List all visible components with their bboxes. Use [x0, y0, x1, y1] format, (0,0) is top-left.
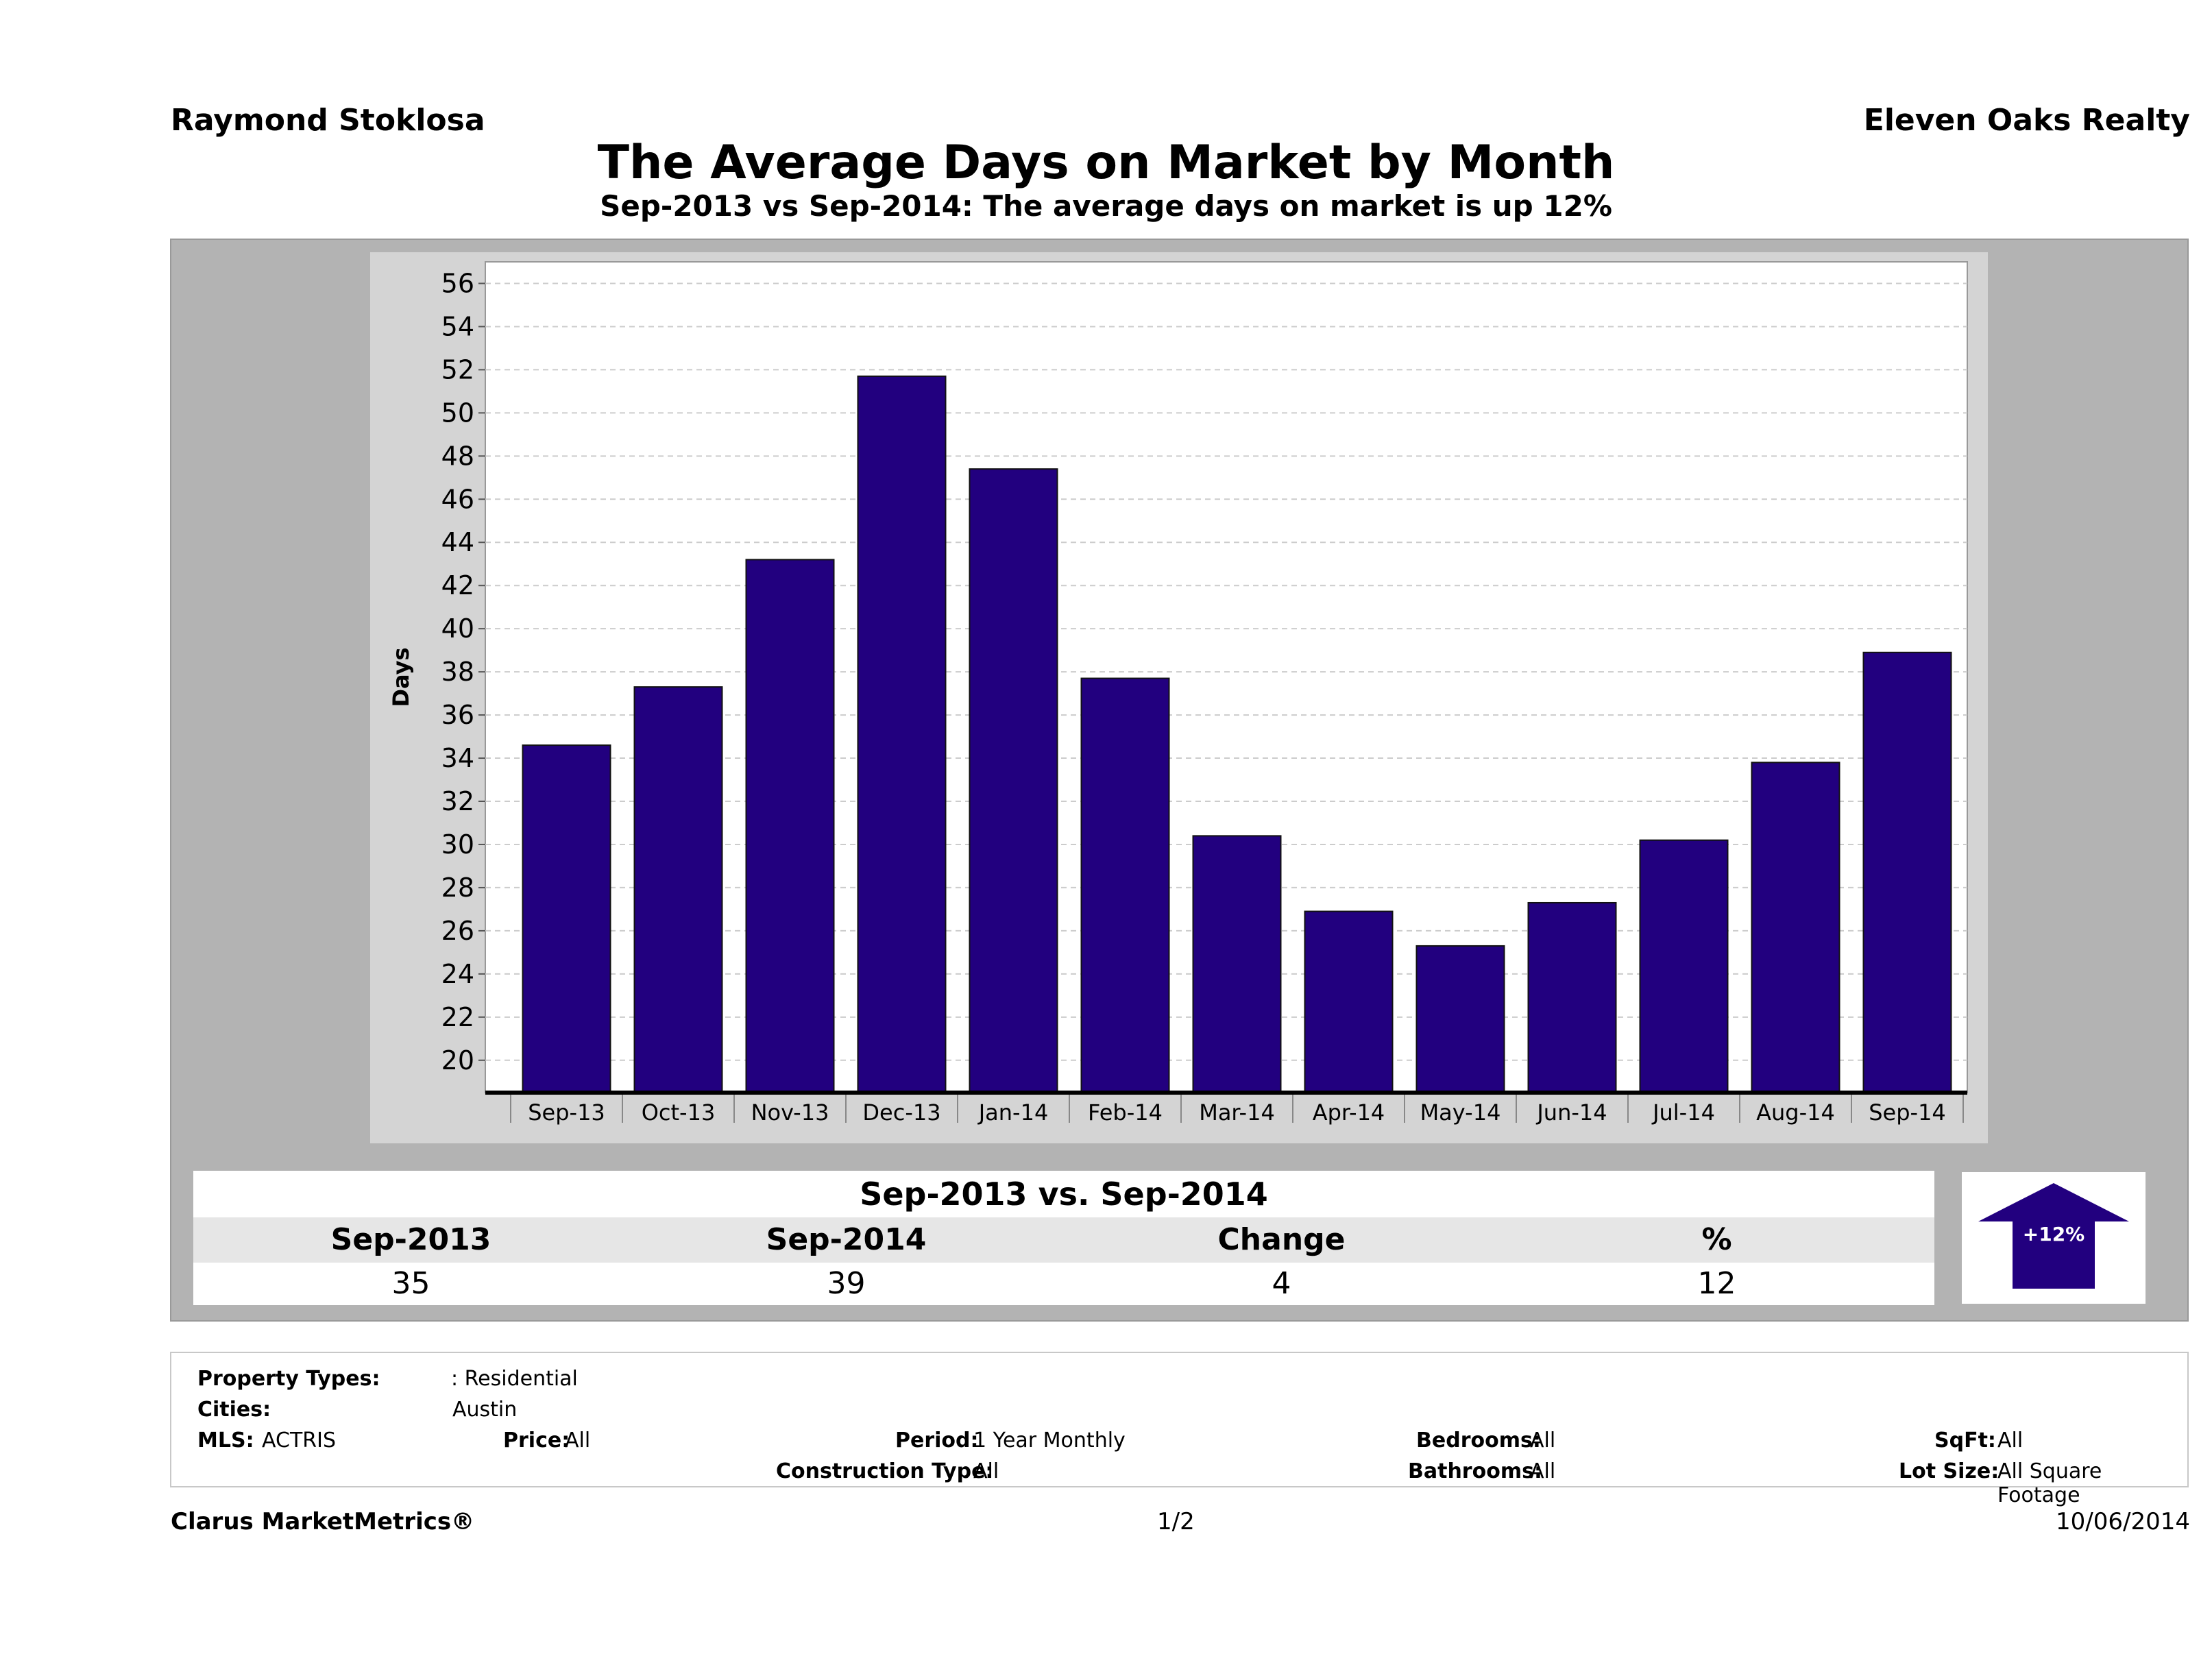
y-tick-label: 30	[441, 829, 474, 860]
y-tick-label: 52	[441, 354, 474, 385]
filter-label: MLS:	[197, 1428, 254, 1452]
change-badge: +12%	[1962, 1172, 2146, 1304]
up-arrow-icon: +12%	[1978, 1183, 2129, 1289]
filter-value: Austin	[452, 1398, 518, 1422]
bar	[1304, 910, 1394, 1094]
change-badge-label: +12%	[2023, 1223, 2085, 1245]
filter-label: Property Types:	[197, 1367, 380, 1391]
y-tick-label: 40	[441, 613, 474, 644]
comparison-title: Sep-2013 vs. Sep-2014	[193, 1171, 1934, 1217]
filter-label: SqFt:	[1934, 1428, 1996, 1452]
filter-value: : Residential	[451, 1367, 578, 1391]
comparison-header-row: Sep-2013 Sep-2014 Change %	[193, 1217, 1934, 1263]
bar-chart: 20 22 24 26 28 30 32 34 36 38 40 42 44 46 48 50 52 54 56 S…	[388, 261, 1968, 1126]
page-number: 1/2	[1157, 1508, 1195, 1535]
y-tick-label: 24	[441, 959, 474, 989]
filter-value: All	[1530, 1459, 1556, 1483]
bar	[522, 744, 611, 1093]
comparison-header: Sep-2014	[766, 1222, 927, 1257]
filter-label: Period:	[895, 1428, 979, 1452]
y-tick-label: 28	[441, 873, 474, 903]
y-tick-label: 56	[441, 268, 474, 298]
filter-value: All Square Footage	[1997, 1459, 2102, 1507]
x-axis: Sep-13 Oct-13 Nov-13 Dec-13 Jan-14 Feb-14 Mar-…	[485, 1091, 1967, 1126]
filter-label: Cities:	[197, 1398, 271, 1422]
x-tick-label: Oct-13	[642, 1099, 716, 1126]
y-tick-label: 38	[441, 657, 474, 687]
y-tick-label: 26	[441, 916, 474, 946]
x-tick-label: Nov-13	[751, 1099, 829, 1126]
filter-label: Construction Type:	[776, 1459, 994, 1483]
bar	[1751, 762, 1840, 1093]
bars	[522, 375, 1952, 1094]
report-date: 10/06/2014	[2056, 1508, 2190, 1535]
bar	[745, 559, 835, 1094]
comparison-value: 12	[1697, 1266, 1736, 1301]
y-axis-label: Days	[388, 647, 414, 707]
comparison-header: Change	[1217, 1222, 1346, 1257]
bar	[1415, 945, 1505, 1094]
comparison-header: Sep-2013	[330, 1222, 491, 1257]
x-tick-label: Dec-13	[862, 1099, 940, 1126]
chart-title: The Average Days on Market by Month	[597, 136, 1615, 190]
bar	[857, 375, 947, 1093]
comparison-value: 35	[391, 1266, 430, 1301]
y-tick-label: 34	[441, 743, 474, 773]
comparison-value-row: 35 39 4 12	[193, 1263, 1934, 1305]
y-tick-label: 20	[441, 1045, 474, 1075]
chart-subtitle: Sep-2013 vs Sep-2014: The average days o…	[600, 189, 1612, 223]
bar	[633, 686, 723, 1093]
filter-label: Price:	[503, 1428, 570, 1452]
filter-value: All	[565, 1428, 591, 1452]
filter-value: 1 Year Monthly	[973, 1428, 1126, 1452]
y-tick-label: 48	[441, 441, 474, 471]
y-axis: 20 22 24 26 28 30 32 34 36 38 40 42 44 46 48 50 52 54 56	[441, 268, 485, 1075]
filter-label: Bathrooms:	[1408, 1459, 1542, 1483]
x-tick-label: Sep-13	[528, 1099, 605, 1126]
bar	[1639, 839, 1729, 1093]
bar	[969, 468, 1058, 1093]
filter-label: Lot Size:	[1899, 1459, 2000, 1483]
x-tick-label: Apr-14	[1313, 1099, 1385, 1126]
filter-value: All	[1530, 1428, 1556, 1452]
x-tick-label: May-14	[1420, 1099, 1501, 1126]
company-name: Eleven Oaks Realty	[1863, 103, 2190, 138]
x-tick-label: Jan-14	[977, 1099, 1049, 1126]
x-tick-label: Aug-14	[1756, 1099, 1835, 1126]
comparison-header: %	[1701, 1222, 1732, 1257]
y-tick-label: 44	[441, 527, 474, 557]
x-tick-label: Mar-14	[1199, 1099, 1275, 1126]
bar	[1527, 901, 1617, 1093]
agent-name: Raymond Stoklosa	[171, 103, 485, 138]
filter-value: ACTRIS	[262, 1428, 337, 1452]
y-tick-label: 46	[441, 484, 474, 514]
comparison-value: 39	[827, 1266, 866, 1301]
x-tick-label: Jul-14	[1651, 1099, 1715, 1126]
y-tick-label: 54	[441, 311, 474, 341]
bar	[1862, 651, 1952, 1093]
y-tick-label: 36	[441, 700, 474, 730]
filter-label: Bedrooms:	[1416, 1428, 1541, 1452]
x-tick-label: Jun-14	[1535, 1099, 1607, 1126]
bar	[1080, 677, 1170, 1093]
filter-value: All	[1997, 1428, 2023, 1452]
footer-brand: Clarus MarketMetrics®	[171, 1508, 475, 1535]
comparison-value: 4	[1272, 1266, 1291, 1301]
y-tick-label: 50	[441, 398, 474, 428]
x-tick-label: Sep-14	[1869, 1099, 1946, 1126]
filter-value: All	[973, 1459, 999, 1483]
x-tick-label: Feb-14	[1088, 1099, 1163, 1126]
y-tick-label: 32	[441, 786, 474, 816]
filter-summary: Property Types: : Residential Cities: Au…	[170, 1352, 2189, 1507]
y-tick-label: 22	[441, 1002, 474, 1032]
bar	[1192, 835, 1282, 1094]
y-tick-label: 42	[441, 570, 474, 600]
